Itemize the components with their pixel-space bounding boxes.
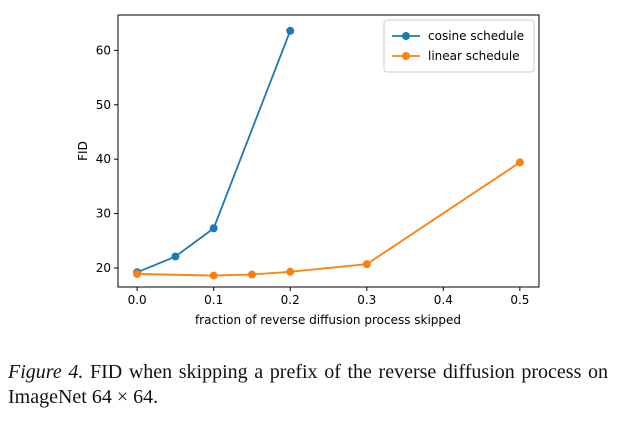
legend-label: linear schedule — [428, 49, 520, 63]
data-point — [286, 26, 295, 35]
x-axis-label: fraction of reverse diffusion process sk… — [195, 313, 461, 327]
y-axis-label: FID — [76, 141, 90, 161]
data-point — [247, 270, 256, 279]
data-point — [362, 260, 371, 269]
figure-caption: Figure 4. FID when skipping a prefix of … — [8, 360, 608, 410]
caption-text: FID when skipping a prefix of the revers… — [8, 361, 608, 408]
series-line-0 — [136, 30, 292, 274]
y-axis-ticks: 20 30 40 50 60 — [96, 43, 118, 275]
data-point — [286, 267, 295, 276]
legend-marker — [402, 32, 410, 40]
y-tick-label: 50 — [96, 98, 111, 112]
x-tick-label: 0.1 — [204, 293, 223, 307]
series-lines — [136, 30, 521, 277]
data-point — [171, 252, 180, 261]
y-tick-label: 60 — [96, 43, 111, 57]
x-tick-label: 0.2 — [281, 293, 300, 307]
y-tick-label: 20 — [96, 261, 111, 275]
chart-svg: 0.0 0.1 0.2 0.3 0.4 0.5 20 30 40 50 60 fraction o… — [76, 14, 540, 327]
legend-marker — [402, 52, 410, 60]
x-tick-label: 0.4 — [434, 293, 453, 307]
data-point — [209, 224, 218, 233]
series-line-1 — [137, 161, 521, 277]
legend-box — [383, 19, 535, 73]
data-point — [515, 158, 524, 167]
series-points — [133, 26, 524, 280]
data-point — [209, 271, 218, 280]
x-tick-label: 0.5 — [510, 293, 529, 307]
legend: cosine schedule linear schedule — [383, 19, 535, 73]
plot-frame — [117, 14, 540, 288]
x-tick-label: 0.0 — [128, 293, 147, 307]
legend-label: cosine schedule — [428, 29, 524, 43]
y-tick-label: 30 — [96, 207, 111, 221]
chart: 0.0 0.1 0.2 0.3 0.4 0.5 20 30 40 50 60 fraction o… — [76, 14, 540, 327]
caption-label: Figure 4. — [8, 361, 84, 383]
x-tick-label: 0.3 — [357, 293, 376, 307]
data-point — [133, 269, 142, 278]
y-tick-label: 40 — [96, 152, 111, 166]
x-axis-ticks: 0.0 0.1 0.2 0.3 0.4 0.5 — [128, 287, 529, 307]
